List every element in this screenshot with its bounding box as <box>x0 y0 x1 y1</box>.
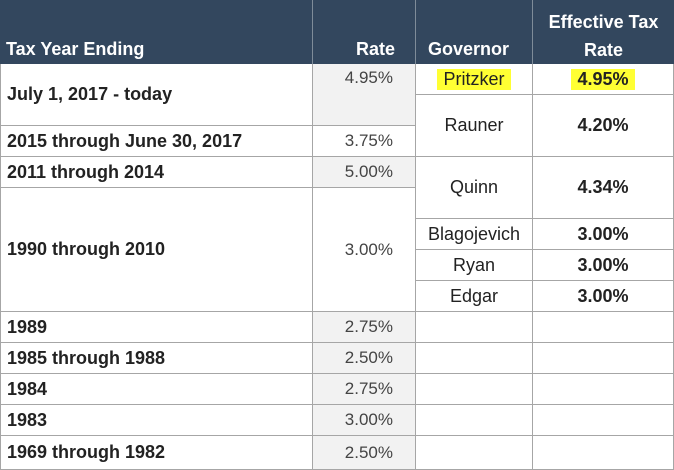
empty-cell <box>415 436 532 470</box>
year-cell: 1983 <box>0 405 312 436</box>
empty-cell <box>415 343 532 374</box>
rate-cell: 3.75% <box>312 126 415 157</box>
header-rate: Rate <box>312 0 415 64</box>
effective-rate-cell: 4.95% <box>532 64 674 95</box>
rate-cell: 5.00% <box>312 157 415 188</box>
effective-rate-cell: 4.34% <box>532 157 674 219</box>
effective-rate-cell: 3.00% <box>532 250 674 281</box>
year-cell: 1989 <box>0 312 312 343</box>
year-cell: July 1, 2017 - today <box>0 64 312 126</box>
governor-name: Pritzker <box>437 68 511 90</box>
empty-cell <box>532 374 674 405</box>
governor-cell: Rauner <box>415 95 532 157</box>
header-governor: Governor <box>415 0 532 64</box>
effective-rate-cell: 3.00% <box>532 219 674 250</box>
empty-cell <box>532 405 674 436</box>
year-cell: 1984 <box>0 374 312 405</box>
year-cell: 1990 through 2010 <box>0 188 312 312</box>
year-cell: 2011 through 2014 <box>0 157 312 188</box>
effective-rate-cell: 3.00% <box>532 281 674 312</box>
empty-cell <box>532 312 674 343</box>
empty-cell <box>415 405 532 436</box>
rate-cell: 3.00% <box>312 405 415 436</box>
year-cell: 1969 through 1982 <box>0 436 312 470</box>
rate-cell: 2.50% <box>312 436 415 470</box>
governor-cell: Pritzker <box>415 64 532 95</box>
governor-cell: Ryan <box>415 250 532 281</box>
empty-cell <box>532 436 674 470</box>
effective-rate-cell: 4.20% <box>532 95 674 157</box>
rate-cell: 3.00% <box>312 188 415 312</box>
governor-cell: Edgar <box>415 281 532 312</box>
rate-cell: 2.75% <box>312 312 415 343</box>
year-cell: 2015 through June 30, 2017 <box>0 126 312 157</box>
rate-cell: 2.50% <box>312 343 415 374</box>
governor-cell: Quinn <box>415 157 532 219</box>
empty-cell <box>415 312 532 343</box>
header-effective-tax-rate: Effective Tax Rate <box>532 0 674 64</box>
header-tax-year: Tax Year Ending <box>0 0 312 64</box>
effective-rate-value: 4.95% <box>571 68 635 90</box>
year-cell: 1985 through 1988 <box>0 343 312 374</box>
empty-cell <box>415 374 532 405</box>
governor-cell: Blagojevich <box>415 219 532 250</box>
rate-cell: 4.95% <box>312 64 415 126</box>
empty-cell <box>532 343 674 374</box>
rate-cell: 2.75% <box>312 374 415 405</box>
